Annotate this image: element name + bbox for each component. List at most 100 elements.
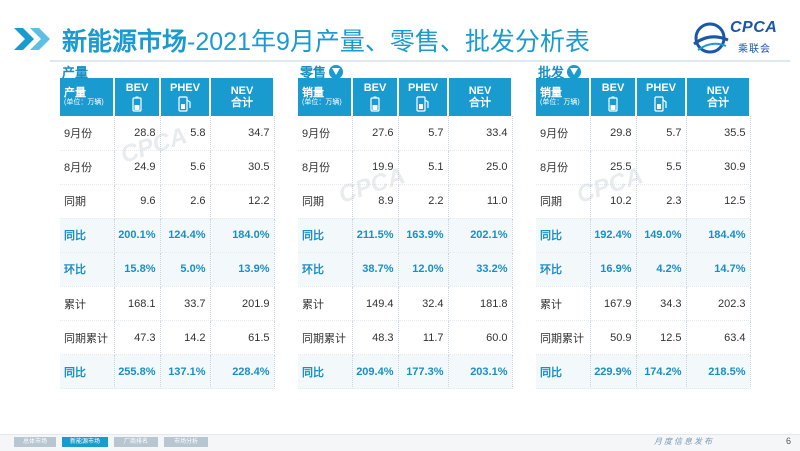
- phev-value: 5.6: [160, 150, 211, 185]
- table-header-row: 销量 (单位：万辆) BEV PHEV NEV 合计: [536, 78, 751, 116]
- header-nev-label: NEV: [230, 85, 254, 97]
- row-label: 同比: [298, 218, 353, 253]
- table-row: 9月份 27.6 5.7 33.4: [298, 116, 513, 151]
- table-row: 8月份 24.9 5.6 30.5: [60, 150, 275, 185]
- bev-value: 29.8: [590, 116, 637, 151]
- panel-label: 零售: [300, 62, 344, 81]
- battery-icon: [370, 96, 380, 112]
- header-phev-label: PHEV: [170, 82, 200, 94]
- logo-cn-text: 乘联会: [738, 44, 771, 55]
- fuel-pump-icon: [416, 96, 429, 112]
- table-row: 同期 10.2 2.3 12.5: [536, 184, 751, 219]
- nev-value: 201.9: [210, 286, 275, 322]
- footer-tab-ranking[interactable]: 厂商排名: [114, 437, 158, 447]
- table-row: 累计 149.4 32.4 181.8: [298, 286, 513, 322]
- bev-value: 24.9: [114, 150, 161, 185]
- header-bev-label: BEV: [125, 82, 149, 94]
- phev-value: 5.0%: [160, 252, 211, 287]
- panel-label: 批发: [538, 62, 582, 81]
- table-row: 同比 192.4% 149.0% 184.4%: [536, 218, 751, 253]
- row-label: 同比: [298, 354, 353, 390]
- header-nev-sublabel: 合计: [469, 97, 491, 109]
- phev-value: 2.3: [636, 184, 687, 219]
- table-row: 同期 8.9 2.2 11.0: [298, 184, 513, 219]
- panel-label: 产量: [62, 62, 88, 81]
- row-label: 8月份: [536, 150, 591, 185]
- bev-value: 255.8%: [114, 354, 161, 390]
- row-label: 同比: [536, 354, 591, 390]
- phev-value: 137.1%: [160, 354, 211, 390]
- row-label: 同期: [298, 184, 353, 219]
- bev-value: 38.7%: [352, 252, 399, 287]
- header-phev-label: PHEV: [408, 82, 438, 94]
- bev-value: 8.9: [352, 184, 399, 219]
- arrow-down-circle-icon: [567, 64, 582, 79]
- bev-value: 25.5: [590, 150, 637, 185]
- nev-value: 13.9%: [210, 252, 275, 287]
- bev-value: 28.8: [114, 116, 161, 151]
- table-row: 环比 16.9% 4.2% 14.7%: [536, 252, 751, 287]
- header-nev-label: NEV: [468, 85, 492, 97]
- retail-table: 销量 (单位：万辆) BEV PHEV NEV 合计: [298, 78, 513, 390]
- bev-value: 167.9: [590, 286, 637, 322]
- bev-value: 209.4%: [352, 354, 399, 390]
- header-metric: 销量 (单位：万辆): [536, 78, 591, 116]
- nev-value: 33.2%: [448, 252, 513, 287]
- page-number: 6: [786, 436, 792, 446]
- phev-value: 2.2: [398, 184, 449, 219]
- phev-value: 32.4: [398, 286, 449, 322]
- bev-value: 149.4: [352, 286, 399, 322]
- phev-value: 11.7: [398, 320, 449, 356]
- nev-value: 33.4: [448, 116, 513, 151]
- header-metric-label: 销量: [540, 87, 562, 99]
- nev-value: 11.0: [448, 184, 513, 219]
- nev-value: 218.5%: [686, 354, 751, 390]
- bev-value: 192.4%: [590, 218, 637, 253]
- row-label: 同期累计: [298, 320, 353, 356]
- arrow-down-circle-icon: [329, 64, 344, 79]
- footer-tab-analysis[interactable]: 市场分析: [164, 437, 208, 447]
- logo-emblem-icon: [693, 22, 729, 54]
- row-label: 同期: [60, 184, 115, 219]
- table-row: 同期累计 50.9 12.5 63.4: [536, 320, 751, 356]
- bev-value: 19.9: [352, 150, 399, 185]
- unit-label: (单位：万辆): [302, 99, 342, 106]
- row-label: 同期累计: [536, 320, 591, 356]
- battery-icon: [132, 96, 142, 112]
- nev-value: 61.5: [210, 320, 275, 356]
- phev-value: 177.3%: [398, 354, 449, 390]
- bev-value: 48.3: [352, 320, 399, 356]
- header-nev: NEV 合计: [210, 78, 275, 116]
- bev-value: 200.1%: [114, 218, 161, 253]
- bev-value: 168.1: [114, 286, 161, 322]
- phev-value: 14.2: [160, 320, 211, 356]
- footer-tab-nev[interactable]: 新能源市场: [62, 437, 108, 447]
- footer-tab-overall[interactable]: 总体市场: [14, 437, 56, 447]
- phev-value: 12.0%: [398, 252, 449, 287]
- fuel-pump-icon: [178, 96, 191, 112]
- nev-value: 30.5: [210, 150, 275, 185]
- page-title: 新能源市场-2021年9月产量、零售、批发分析表: [62, 22, 590, 58]
- wholesale-panel: 批发 销量 (单位：万辆) BEV PHEV: [536, 62, 751, 423]
- phev-value: 149.0%: [636, 218, 687, 253]
- row-label: 同比: [536, 218, 591, 253]
- table-row: 8月份 19.9 5.1 25.0: [298, 150, 513, 185]
- phev-value: 5.5: [636, 150, 687, 185]
- header-phev: PHEV: [398, 78, 449, 116]
- row-label: 9月份: [60, 116, 115, 151]
- phev-value: 12.5: [636, 320, 687, 356]
- nev-value: 184.0%: [210, 218, 275, 253]
- header-phev: PHEV: [160, 78, 211, 116]
- bev-value: 27.6: [352, 116, 399, 151]
- row-label: 累计: [536, 286, 591, 322]
- header-bev-label: BEV: [601, 82, 625, 94]
- header-metric-label: 产量: [64, 87, 86, 99]
- row-label: 8月份: [298, 150, 353, 185]
- table-row: 同比 209.4% 177.3% 203.1%: [298, 354, 513, 390]
- table-row: 同比 229.9% 174.2% 218.5%: [536, 354, 751, 390]
- table-header-row: 产量 (单位：万辆) BEV PHEV NEV 合计: [60, 78, 275, 116]
- nev-value: 184.4%: [686, 218, 751, 253]
- nev-value: 228.4%: [210, 354, 275, 390]
- header-nev: NEV 合计: [448, 78, 513, 116]
- nev-value: 63.4: [686, 320, 751, 356]
